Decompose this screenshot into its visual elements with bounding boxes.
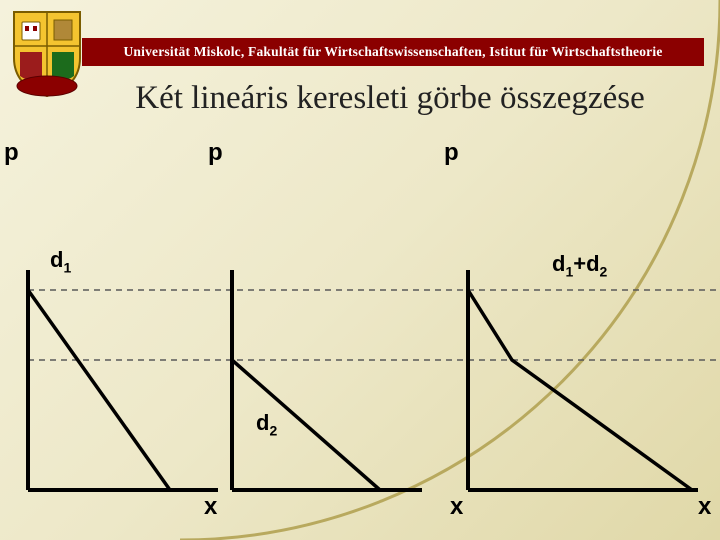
panel1 [28,270,218,490]
institution-text: Universität Miskolc, Fakultät für Wirtsc… [123,44,662,59]
slide-title: Két lineáris keresleti görbe összegzése [0,80,720,117]
curve-label-d1d2: d1+d2 [552,251,607,279]
x-label-1: x [204,493,217,521]
panel2 [232,270,422,490]
panel3 [468,270,698,490]
x-label-2: x [450,493,463,521]
y-label-1: p [4,139,19,167]
y-label-2: p [208,139,223,167]
dashed-lines [28,290,720,360]
charts-svg [0,135,720,535]
header-bar: Universität Miskolc, Fakultät für Wirtsc… [82,38,704,66]
curve-label-d1: d1 [50,247,71,275]
x-label-3: x [698,493,711,521]
y-label-3: p [444,139,459,167]
curve-label-d2: d2 [256,410,277,438]
charts-region: p p p x x x d1 d2 d1+d2 [0,135,720,535]
